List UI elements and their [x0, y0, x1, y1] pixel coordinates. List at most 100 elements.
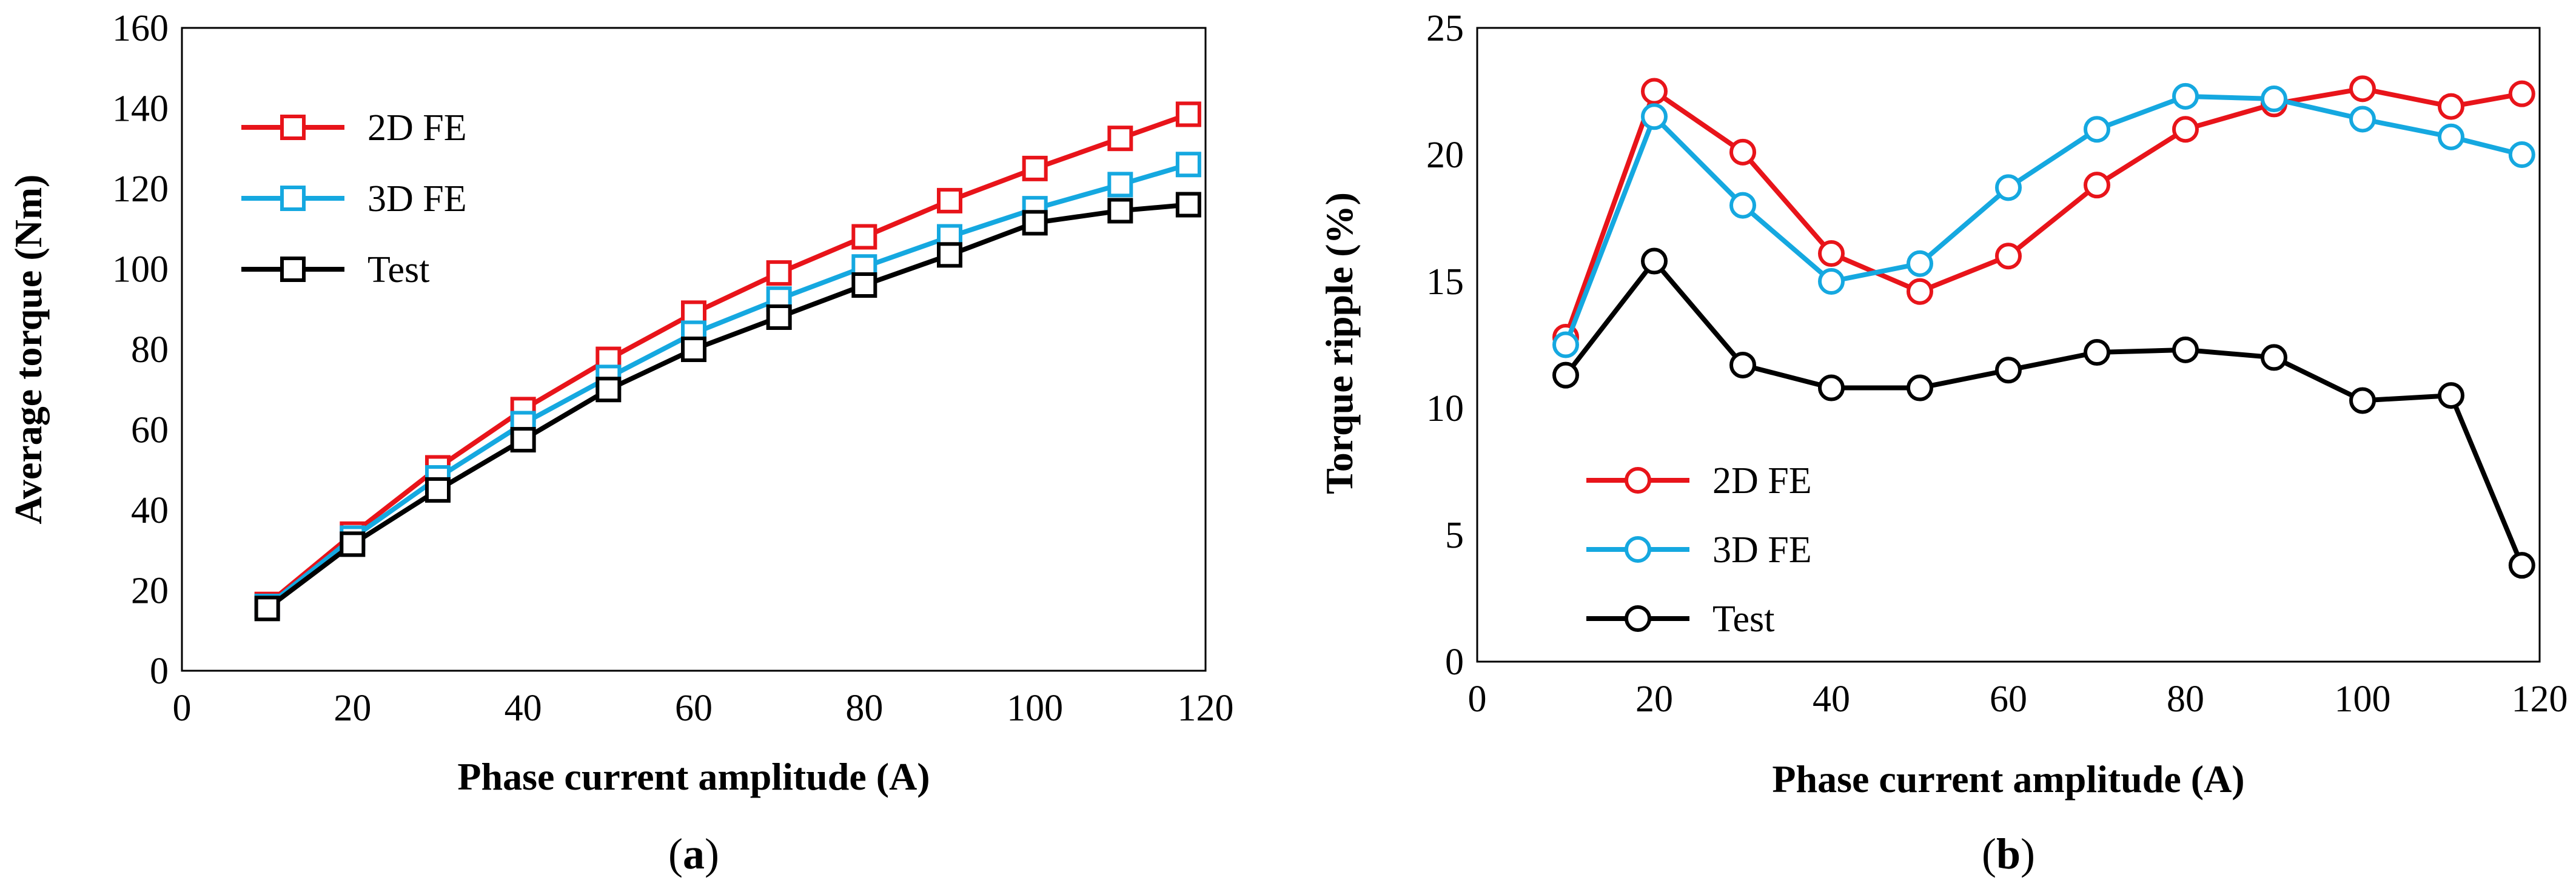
- y-tick-label-a: 80: [131, 329, 169, 371]
- y-tick-label-b: 0: [1445, 642, 1464, 683]
- data-point-3d-fe-b: [2508, 141, 2535, 168]
- legend-a: 2D FE 3D FE Test: [241, 107, 467, 290]
- legend-marker-test-b: [1625, 605, 1651, 632]
- data-point-test-a: [851, 272, 877, 298]
- data-point-3d-fe-b: [1818, 268, 1845, 295]
- series-line-2d-fe-b: [1563, 86, 2523, 338]
- x-tick-label-b: 80: [2167, 679, 2204, 720]
- panel-caption-a: (a): [668, 830, 719, 878]
- data-point-3d-fe-b: [2084, 116, 2110, 143]
- data-point-2d-fe-b: [1641, 78, 1668, 105]
- data-point-2d-fe-a: [1175, 101, 1201, 127]
- legend-label-2d-fe-b: 2D FE: [1712, 460, 1812, 502]
- data-point-test-b: [2349, 387, 2376, 414]
- chart-panel-a: 0 20 40 60 80 100 120 0 20 40 60 80 100 120 140 160 2D …: [7, 8, 1234, 878]
- y-tick-label-b: 15: [1426, 261, 1464, 303]
- data-point-2d-fe-b: [1995, 243, 2022, 270]
- data-point-test-b: [1995, 357, 2022, 384]
- data-point-test-b: [1552, 361, 1579, 389]
- y-tick-label-a: 160: [112, 8, 169, 49]
- series-group-b: [1552, 75, 2535, 579]
- x-tick-label-b: 60: [1990, 679, 2027, 720]
- y-tick-label-a: 40: [131, 490, 169, 531]
- y-axis-title-a: Average torque (Nm): [7, 175, 50, 525]
- data-point-test-a: [254, 596, 280, 622]
- x-tick-label-a: 0: [173, 688, 192, 729]
- data-point-test-b: [2172, 336, 2199, 363]
- data-point-test-b: [2261, 344, 2287, 371]
- data-point-test-b: [1729, 351, 1756, 378]
- series-line-3d-fe-b: [1563, 93, 2523, 346]
- legend-marker-3d-fe-a: [280, 186, 306, 211]
- data-point-2d-fe-b: [2508, 80, 2535, 107]
- y-tick-label-b: 20: [1426, 135, 1464, 176]
- x-tick-label-b: 20: [1635, 679, 1673, 720]
- data-point-test-a: [937, 242, 962, 268]
- data-point-test-a: [681, 337, 706, 362]
- x-tick-label-a: 120: [1178, 688, 1234, 729]
- data-point-2d-fe-b: [1907, 278, 1933, 305]
- x-tick-label-b: 120: [2512, 679, 2568, 720]
- series-line-test-a: [266, 202, 1189, 611]
- data-point-test-a: [595, 377, 622, 403]
- data-point-2d-fe-a: [766, 260, 792, 286]
- x-tick-label-a: 60: [675, 688, 713, 729]
- data-point-2d-fe-b: [2349, 75, 2376, 102]
- y-axis-title-b: Torque ripple (%): [1318, 192, 1361, 494]
- data-point-test-b: [2084, 339, 2110, 366]
- data-point-3d-fe-a: [766, 286, 792, 312]
- data-point-2d-fe-a: [937, 187, 962, 213]
- x-axis-title-a: Phase current amplitude (A): [457, 755, 930, 798]
- data-point-3d-fe-b: [1641, 103, 1668, 130]
- panel-caption-b: (b): [1982, 830, 2035, 878]
- data-point-2d-fe-b: [2084, 172, 2110, 199]
- y-tick-label-a: 140: [112, 89, 169, 130]
- x-tick-label-b: 0: [1468, 679, 1487, 720]
- legend-marker-2d-fe-b: [1625, 467, 1651, 494]
- data-point-3d-fe-b: [2172, 82, 2199, 110]
- legend-label-2d-fe-a: 2D FE: [367, 107, 467, 149]
- legend-label-3d-fe-b: 3D FE: [1712, 529, 1812, 571]
- plot-area-b: [1476, 27, 2541, 663]
- series-line-3d-fe-a: [266, 162, 1189, 609]
- data-point-3d-fe-b: [1729, 192, 1756, 219]
- data-point-3d-fe-b: [2261, 86, 2287, 113]
- data-point-3d-fe-b: [1552, 331, 1579, 358]
- data-point-test-b: [2438, 382, 2464, 409]
- legend-marker-3d-fe-b: [1625, 536, 1651, 563]
- data-point-test-b: [1907, 374, 1933, 401]
- data-point-2d-fe-b: [1729, 138, 1756, 166]
- x-axis-title-b: Phase current amplitude (A): [1772, 757, 2244, 801]
- x-tick-label-a: 40: [505, 688, 542, 729]
- y-tick-label-b: 10: [1426, 388, 1464, 429]
- data-point-3d-fe-b: [1907, 250, 1933, 277]
- data-point-test-b: [2508, 552, 2535, 579]
- x-tick-label-a: 100: [1007, 688, 1063, 729]
- panel-label-a: a: [683, 830, 705, 878]
- legend-label-test-b: Test: [1712, 599, 1774, 640]
- plot-area-a: [181, 27, 1207, 672]
- data-point-3d-fe-b: [2438, 123, 2464, 150]
- legend-label-test-a: Test: [367, 249, 429, 290]
- y-tick-label-a: 120: [112, 169, 169, 210]
- panel-label-b: b: [1996, 830, 2021, 878]
- y-tick-label-a: 20: [131, 571, 169, 612]
- y-tick-label-b: 5: [1445, 515, 1464, 556]
- x-tick-label-a: 80: [845, 688, 883, 729]
- data-point-test-a: [766, 304, 792, 330]
- data-point-2d-fe-a: [1107, 126, 1133, 152]
- data-point-test-a: [1175, 192, 1201, 218]
- x-tick-label-b: 40: [1813, 679, 1850, 720]
- tick-labels-a: 0 20 40 60 80 100 120 0 20 40 60 80 100 120 140 160: [112, 8, 1234, 729]
- data-point-3d-fe-b: [1995, 174, 2022, 201]
- data-point-3d-fe-a: [1175, 152, 1201, 178]
- y-tick-label-a: 100: [112, 249, 169, 290]
- data-point-test-b: [1818, 374, 1845, 401]
- x-tick-label-b: 100: [2335, 679, 2391, 720]
- data-point-test-a: [1022, 210, 1048, 236]
- data-point-3d-fe-a: [1107, 172, 1133, 198]
- series-group-a: [254, 101, 1201, 622]
- data-point-2d-fe-b: [1818, 240, 1845, 267]
- data-point-2d-fe-b: [2438, 93, 2464, 120]
- data-point-2d-fe-a: [851, 224, 877, 250]
